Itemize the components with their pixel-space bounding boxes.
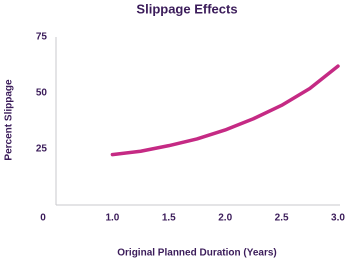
x-tick-label: 1.0 [105,213,119,224]
line [110,64,340,157]
x-tick-label: 2.0 [218,213,232,224]
y-tick-label: 0 [40,213,46,224]
y-axis-label: Percent Slippage [4,79,15,161]
x-tick-label: 3.0 [331,213,345,224]
y-tick-label: 75 [36,32,48,43]
y-tick-label: 25 [36,144,48,155]
x-axis-label: Original Planned Duration (Years) [117,248,276,259]
x-tick-label: 1.5 [162,213,176,224]
y-tick-label: 50 [36,88,48,99]
chart-title: Slippage Effects [136,1,237,16]
x-tick-label: 2.5 [275,213,289,224]
